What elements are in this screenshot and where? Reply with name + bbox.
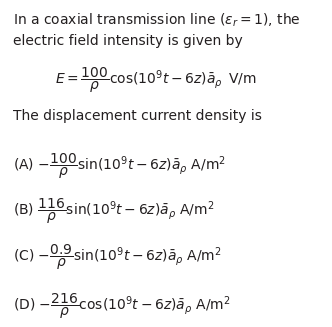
Text: (A) $-\dfrac{100}{\rho}\sin(10^9 t - 6z)\bar{a}_{\rho}$ A/m$^2$: (A) $-\dfrac{100}{\rho}\sin(10^9 t - 6z)… [13, 152, 226, 181]
Text: electric field intensity is given by: electric field intensity is given by [13, 34, 243, 48]
Text: The displacement current density is: The displacement current density is [13, 109, 262, 123]
Text: In a coaxial transmission line ($\varepsilon_r = 1$), the: In a coaxial transmission line ($\vareps… [13, 11, 301, 29]
Text: (B) $\dfrac{116}{\rho}\sin(10^9 t - 6z)\bar{a}_{\rho}$ A/m$^2$: (B) $\dfrac{116}{\rho}\sin(10^9 t - 6z)\… [13, 196, 214, 226]
Text: (D) $-\dfrac{216}{\rho}\cos(10^9 t - 6z)\bar{a}_{\rho}$ A/m$^2$: (D) $-\dfrac{216}{\rho}\cos(10^9 t - 6z)… [13, 292, 231, 321]
Text: $E = \dfrac{100}{\rho}\cos(10^9 t - 6z)\bar{a}_{\rho}\,$ V/m: $E = \dfrac{100}{\rho}\cos(10^9 t - 6z)\… [55, 65, 257, 95]
Text: (C) $-\dfrac{0.9}{\rho}\sin(10^9 t - 6z)\bar{a}_{\rho}$ A/m$^2$: (C) $-\dfrac{0.9}{\rho}\sin(10^9 t - 6z)… [13, 243, 222, 272]
